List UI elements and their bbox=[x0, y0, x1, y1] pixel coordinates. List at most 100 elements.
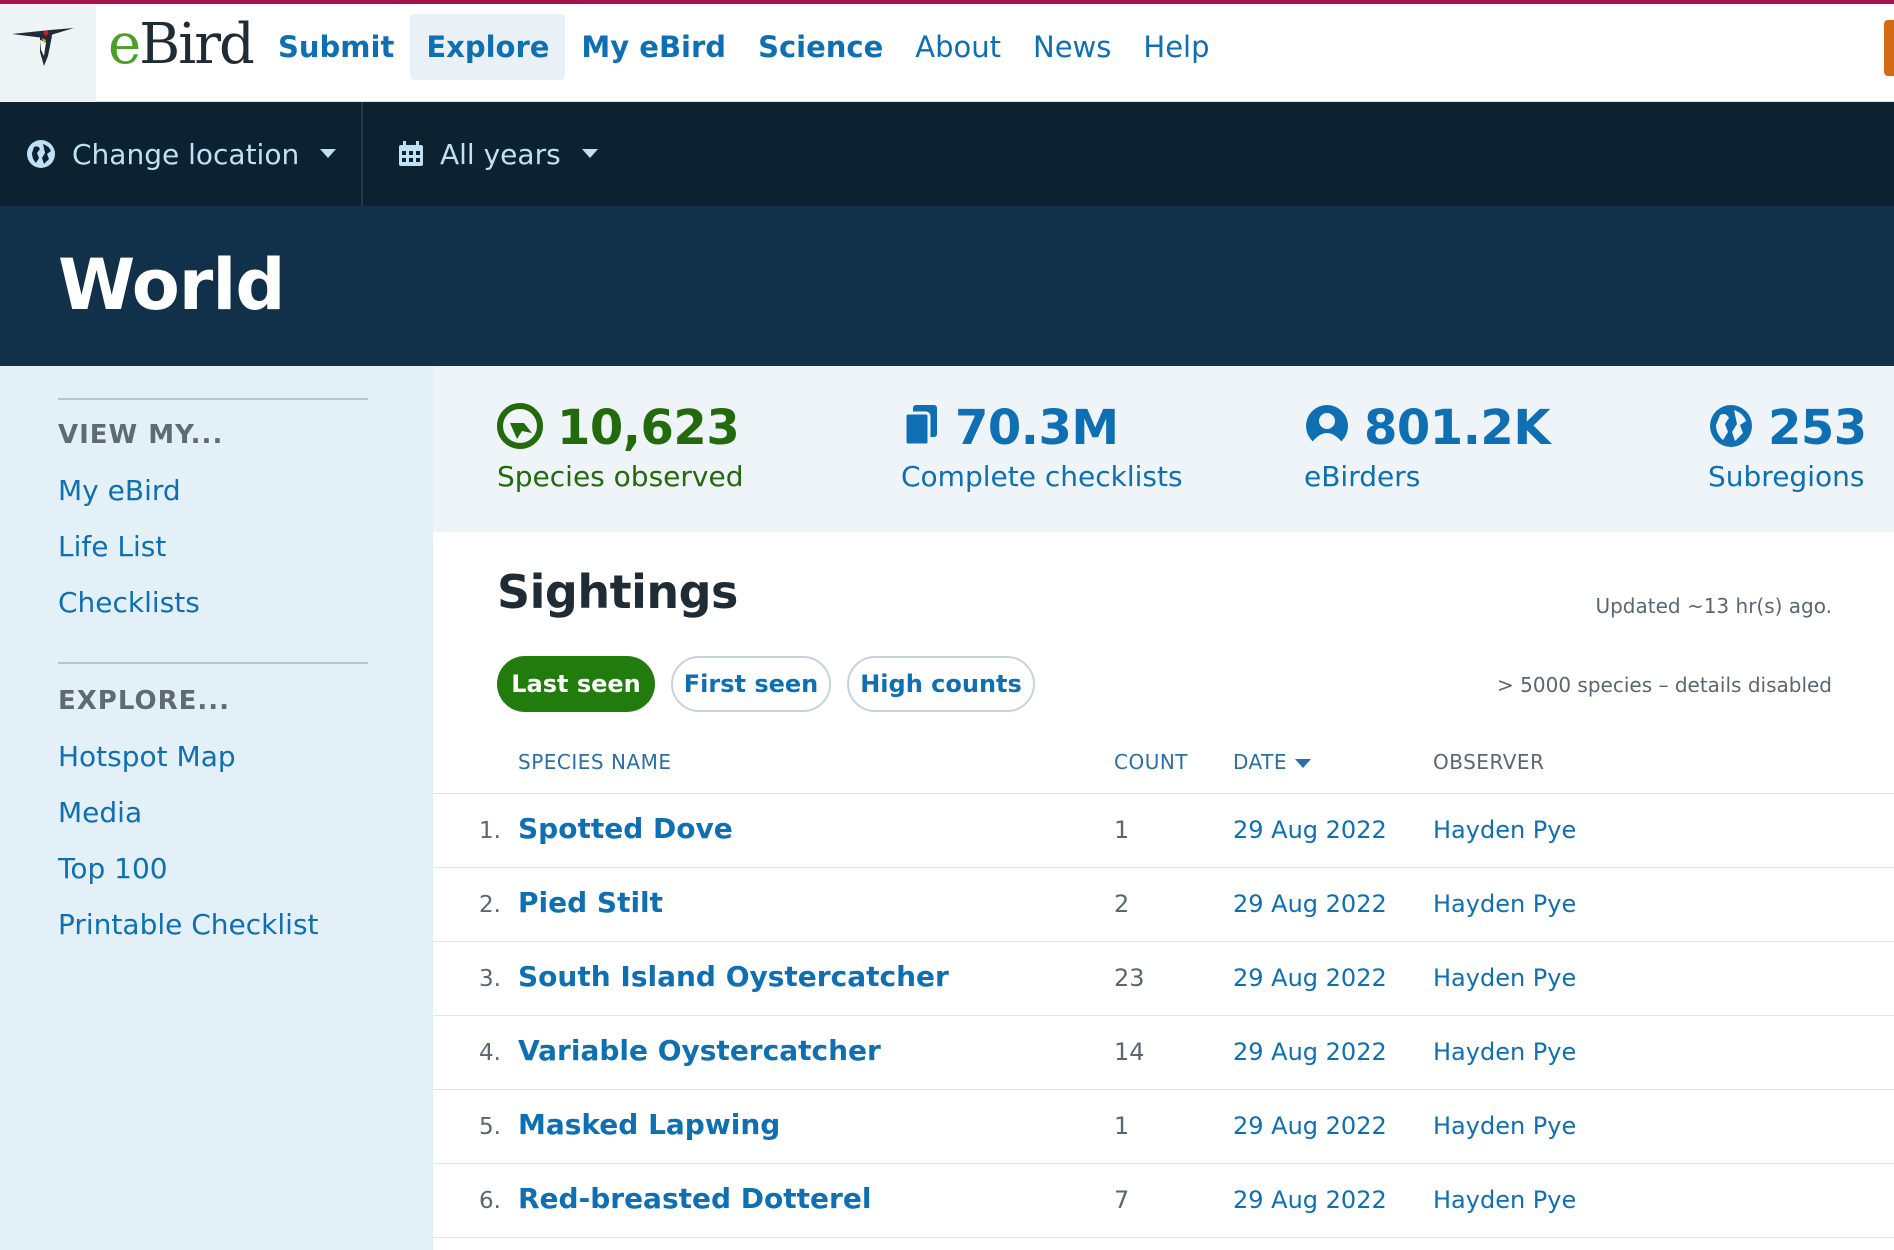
species-icon bbox=[497, 403, 543, 453]
stat-value: 70.3M bbox=[955, 400, 1119, 456]
calendar-icon bbox=[398, 141, 424, 167]
nav-submit[interactable]: Submit bbox=[278, 30, 395, 64]
sidebar-link-checklists[interactable]: Checklists bbox=[58, 586, 200, 619]
divider bbox=[361, 102, 363, 206]
sort-descending-icon bbox=[1295, 759, 1312, 768]
count-value: 1 bbox=[1114, 816, 1130, 844]
species-link[interactable]: Variable Oystercatcher bbox=[518, 1034, 881, 1067]
main-nav: Submit Explore My eBird Science About Ne… bbox=[262, 14, 1226, 80]
stat-label: Species observed bbox=[497, 460, 744, 493]
row-index: 6. bbox=[479, 1188, 501, 1214]
species-link[interactable]: Spotted Dove bbox=[518, 812, 733, 845]
column-header-date[interactable]: DATE bbox=[1233, 750, 1312, 774]
observer-link[interactable]: Hayden Pye bbox=[1433, 1186, 1577, 1214]
sidebar-link-top-100[interactable]: Top 100 bbox=[58, 852, 168, 885]
observer-link[interactable]: Hayden Pye bbox=[1433, 816, 1577, 844]
sightings-title: Sightings bbox=[497, 565, 738, 619]
updated-timestamp: Updated ~13 hr(s) ago. bbox=[1595, 594, 1832, 618]
explore-heading: EXPLORE... bbox=[58, 686, 231, 716]
stat-label: eBirders bbox=[1304, 460, 1421, 493]
ebird-wordmark[interactable]: eBird bbox=[108, 12, 255, 77]
row-index: 1. bbox=[479, 818, 501, 844]
nav-explore[interactable]: Explore bbox=[410, 14, 566, 80]
year-filter-label: All years bbox=[440, 137, 561, 171]
year-filter-button[interactable]: All years bbox=[398, 102, 599, 206]
row-index: 2. bbox=[479, 892, 501, 918]
date-link[interactable]: 29 Aug 2022 bbox=[1233, 890, 1387, 918]
tab-high-counts[interactable]: High counts bbox=[847, 656, 1035, 712]
stat-value: 801.2K bbox=[1364, 400, 1551, 456]
stat-subregions[interactable]: 253 Subregions bbox=[1708, 400, 1867, 493]
account-menu-tab[interactable] bbox=[1884, 20, 1894, 76]
column-header-species[interactable]: SPECIES NAME bbox=[518, 750, 672, 774]
stat-label: Subregions bbox=[1708, 460, 1865, 493]
sidebar: VIEW MY... My eBird Life List Checklists… bbox=[0, 366, 433, 1250]
globe-icon bbox=[1708, 403, 1754, 453]
table-row: 3. South Island Oystercatcher 23 29 Aug … bbox=[433, 942, 1894, 1016]
nav-news[interactable]: News bbox=[1033, 30, 1112, 64]
table-row: 2. Pied Stilt 2 29 Aug 2022 Hayden Pye bbox=[433, 868, 1894, 942]
count-value: 1 bbox=[1114, 1112, 1130, 1140]
count-value: 23 bbox=[1114, 964, 1145, 992]
date-link[interactable]: 29 Aug 2022 bbox=[1233, 1186, 1387, 1214]
species-link[interactable]: South Island Oystercatcher bbox=[518, 960, 949, 993]
sidebar-link-life-list[interactable]: Life List bbox=[58, 530, 167, 563]
table-row: 4. Variable Oystercatcher 14 29 Aug 2022… bbox=[433, 1016, 1894, 1090]
table-row: 1. Spotted Dove 1 29 Aug 2022 Hayden Pye bbox=[433, 794, 1894, 868]
date-link[interactable]: 29 Aug 2022 bbox=[1233, 964, 1387, 992]
location-bar: Change location All years bbox=[0, 102, 1894, 206]
change-location-label: Change location bbox=[72, 137, 300, 171]
observer-link[interactable]: Hayden Pye bbox=[1433, 1038, 1577, 1066]
page-header: World bbox=[0, 206, 1894, 366]
tab-last-seen[interactable]: Last seen bbox=[497, 656, 655, 712]
species-link[interactable]: Masked Lapwing bbox=[518, 1108, 781, 1141]
nav-about[interactable]: About bbox=[915, 30, 1002, 64]
sidebar-link-my-ebird[interactable]: My eBird bbox=[58, 474, 181, 507]
count-value: 7 bbox=[1114, 1186, 1130, 1214]
chevron-down-icon bbox=[319, 148, 337, 160]
stat-checklists[interactable]: 70.3M Complete checklists bbox=[901, 400, 1183, 493]
stat-ebirders[interactable]: 801.2K eBirders bbox=[1304, 400, 1551, 493]
checklist-icon bbox=[901, 403, 941, 453]
cornell-lab-logo[interactable] bbox=[0, 4, 96, 102]
stat-value: 10,623 bbox=[557, 400, 740, 456]
observer-link[interactable]: Hayden Pye bbox=[1433, 964, 1577, 992]
date-link[interactable]: 29 Aug 2022 bbox=[1233, 1112, 1387, 1140]
woodpecker-logo-icon bbox=[12, 28, 74, 66]
date-link[interactable]: 29 Aug 2022 bbox=[1233, 816, 1387, 844]
divider bbox=[58, 662, 368, 664]
person-icon bbox=[1304, 403, 1350, 453]
table-row: 5. Masked Lapwing 1 29 Aug 2022 Hayden P… bbox=[433, 1090, 1894, 1164]
row-index: 3. bbox=[479, 966, 501, 992]
nav-help[interactable]: Help bbox=[1143, 30, 1210, 64]
stat-value: 253 bbox=[1768, 400, 1867, 456]
table-row: 6. Red-breasted Dotterel 7 29 Aug 2022 H… bbox=[433, 1164, 1894, 1238]
details-disabled-note: > 5000 species – details disabled bbox=[1497, 673, 1832, 697]
sidebar-link-hotspot-map[interactable]: Hotspot Map bbox=[58, 740, 236, 773]
tab-first-seen[interactable]: First seen bbox=[671, 656, 831, 712]
chevron-down-icon bbox=[581, 148, 599, 160]
row-index: 4. bbox=[479, 1040, 501, 1066]
observer-link[interactable]: Hayden Pye bbox=[1433, 1112, 1577, 1140]
species-link[interactable]: Pied Stilt bbox=[518, 886, 664, 919]
column-header-observer: OBSERVER bbox=[1433, 750, 1545, 774]
sightings-table: 1. Spotted Dove 1 29 Aug 2022 Hayden Pye… bbox=[433, 793, 1894, 1238]
page-title: World bbox=[58, 244, 285, 326]
species-link[interactable]: Red-breasted Dotterel bbox=[518, 1182, 872, 1215]
nav-my-ebird[interactable]: My eBird bbox=[581, 30, 727, 64]
change-location-button[interactable]: Change location bbox=[26, 102, 337, 206]
top-navigation: eBird Submit Explore My eBird Science Ab… bbox=[0, 0, 1894, 102]
observer-link[interactable]: Hayden Pye bbox=[1433, 890, 1577, 918]
count-value: 2 bbox=[1114, 890, 1130, 918]
divider bbox=[58, 398, 368, 400]
date-link[interactable]: 29 Aug 2022 bbox=[1233, 1038, 1387, 1066]
nav-science[interactable]: Science bbox=[758, 30, 884, 64]
column-header-count[interactable]: COUNT bbox=[1114, 750, 1189, 774]
stat-label: Complete checklists bbox=[901, 460, 1183, 493]
sidebar-link-printable-checklist[interactable]: Printable Checklist bbox=[58, 908, 319, 941]
count-value: 14 bbox=[1114, 1038, 1145, 1066]
row-index: 5. bbox=[479, 1114, 501, 1140]
stat-species[interactable]: 10,623 Species observed bbox=[497, 400, 743, 493]
globe-icon bbox=[26, 139, 56, 169]
sidebar-link-media[interactable]: Media bbox=[58, 796, 143, 829]
